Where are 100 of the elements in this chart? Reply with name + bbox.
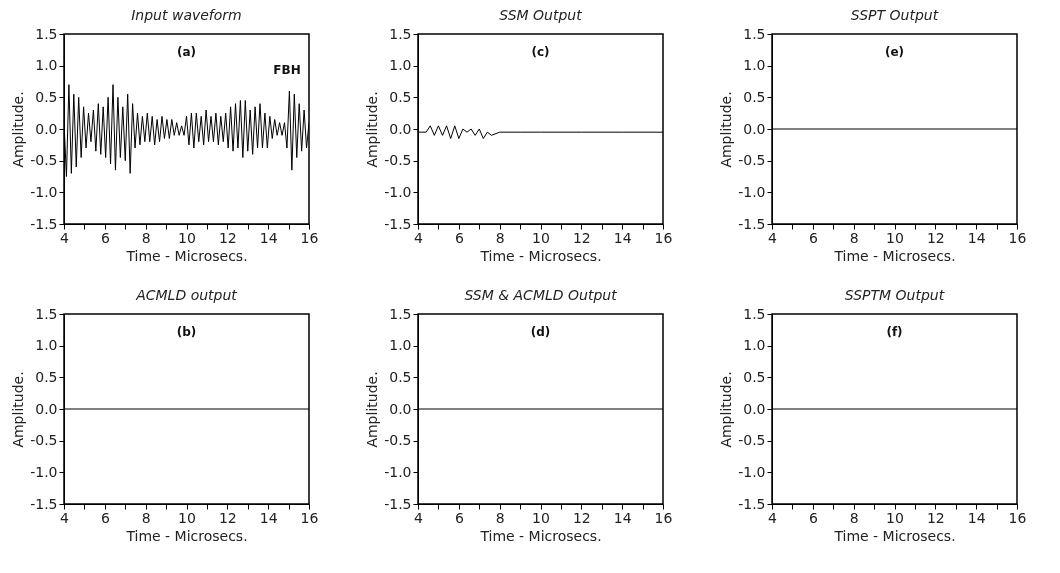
y-tick-label: -1.5 bbox=[738, 215, 766, 232]
y-tick-label: 0.5 bbox=[35, 368, 58, 385]
x-tick-label: 16 bbox=[1008, 509, 1027, 526]
x-tick-label: 10 bbox=[532, 229, 550, 246]
x-tick-label: 6 bbox=[100, 509, 110, 526]
y-tick-label: -0.5 bbox=[30, 152, 58, 169]
x-tick-label: 14 bbox=[613, 509, 632, 526]
y-tick-label: -0.5 bbox=[30, 432, 58, 449]
y-tick-label: 1.0 bbox=[35, 337, 58, 354]
x-tick-label: 6 bbox=[100, 229, 110, 246]
x-tick-label: 10 bbox=[886, 509, 904, 526]
x-tick-label: 8 bbox=[495, 229, 505, 246]
y-tick-label: 1.5 bbox=[35, 25, 58, 42]
y-tick-label: -1.5 bbox=[738, 495, 766, 512]
x-axis-title: Time - Microsecs. bbox=[833, 527, 956, 544]
x-tick-label: 16 bbox=[300, 509, 319, 526]
x-tick-label: 6 bbox=[454, 229, 464, 246]
x-tick-label: 16 bbox=[654, 229, 673, 246]
annotation: FBH bbox=[273, 63, 301, 77]
x-tick-label: 14 bbox=[967, 509, 986, 526]
y-tick-label: -1.5 bbox=[384, 215, 412, 232]
chart-title: SSPTM Output bbox=[844, 287, 945, 303]
y-tick-label: -1.5 bbox=[384, 495, 412, 512]
y-tick-label: -1.0 bbox=[30, 183, 58, 200]
y-tick-label: 1.5 bbox=[389, 305, 412, 322]
x-tick-label: 6 bbox=[454, 509, 464, 526]
y-tick-label: -0.5 bbox=[738, 432, 766, 449]
y-tick-label: -1.5 bbox=[30, 215, 58, 232]
x-tick-label: 4 bbox=[60, 509, 70, 526]
y-axis-title: Amplitude. bbox=[10, 91, 27, 168]
y-tick-label: 1.0 bbox=[35, 57, 58, 74]
y-tick-label: -1.0 bbox=[738, 463, 766, 480]
x-tick-label: 6 bbox=[808, 509, 818, 526]
x-tick-label: 10 bbox=[178, 509, 196, 526]
annotation: (b) bbox=[176, 325, 197, 339]
y-tick-label: -0.5 bbox=[384, 432, 412, 449]
y-tick-label: -1.5 bbox=[30, 495, 58, 512]
x-tick-label: 8 bbox=[495, 509, 505, 526]
chart-title: SSM & ACMLD Output bbox=[464, 287, 618, 303]
x-tick-label: 4 bbox=[768, 509, 778, 526]
y-tick-label: 1.0 bbox=[389, 57, 412, 74]
y-tick-label: -0.5 bbox=[384, 152, 412, 169]
y-tick-label: 0.5 bbox=[743, 88, 766, 105]
y-tick-label: 0.0 bbox=[389, 120, 412, 137]
x-tick-label: 14 bbox=[259, 229, 278, 246]
y-tick-label: 1.0 bbox=[743, 337, 766, 354]
y-axis-title: Amplitude. bbox=[364, 371, 381, 448]
x-axis-title: Time - Microsecs. bbox=[479, 247, 602, 264]
x-tick-label: 8 bbox=[141, 229, 151, 246]
x-tick-label: 16 bbox=[1008, 229, 1027, 246]
x-tick-label: 12 bbox=[926, 229, 945, 246]
x-tick-label: 14 bbox=[259, 509, 278, 526]
y-tick-label: 1.5 bbox=[743, 305, 766, 322]
x-tick-label: 8 bbox=[849, 229, 859, 246]
x-tick-label: 12 bbox=[926, 509, 945, 526]
chart-title: ACMLD output bbox=[135, 287, 238, 303]
x-tick-label: 4 bbox=[414, 229, 424, 246]
y-tick-label: -0.5 bbox=[738, 152, 766, 169]
y-tick-label: 0.0 bbox=[35, 400, 58, 417]
y-axis-title: Amplitude. bbox=[718, 371, 735, 448]
x-tick-label: 8 bbox=[849, 509, 859, 526]
y-tick-label: 1.5 bbox=[35, 305, 58, 322]
y-tick-label: -1.0 bbox=[30, 463, 58, 480]
x-tick-label: 14 bbox=[967, 229, 986, 246]
x-tick-label: 16 bbox=[654, 509, 673, 526]
x-tick-label: 10 bbox=[178, 229, 196, 246]
x-axis-title: Time - Microsecs. bbox=[833, 247, 956, 264]
annotation: (f) bbox=[886, 325, 903, 339]
x-tick-label: 10 bbox=[886, 229, 904, 246]
annotation: (d) bbox=[530, 325, 551, 339]
y-tick-label: -1.0 bbox=[384, 463, 412, 480]
y-axis-title: Amplitude. bbox=[718, 91, 735, 168]
y-axis-title: Amplitude. bbox=[10, 371, 27, 448]
x-tick-label: 12 bbox=[218, 509, 237, 526]
y-tick-label: 0.5 bbox=[389, 88, 412, 105]
x-axis-title: Time - Microsecs. bbox=[125, 527, 248, 544]
y-tick-label: 1.5 bbox=[389, 25, 412, 42]
x-axis-title: Time - Microsecs. bbox=[125, 247, 248, 264]
x-tick-label: 14 bbox=[613, 229, 632, 246]
y-axis-title: Amplitude. bbox=[364, 91, 381, 168]
chart-title: SSM Output bbox=[499, 7, 583, 23]
y-tick-label: 0.0 bbox=[35, 120, 58, 137]
chart-title: Input waveform bbox=[131, 7, 242, 23]
annotation: (a) bbox=[176, 45, 197, 59]
x-tick-label: 4 bbox=[60, 229, 70, 246]
y-tick-label: -1.0 bbox=[738, 183, 766, 200]
y-tick-label: 1.0 bbox=[743, 57, 766, 74]
x-tick-label: 12 bbox=[218, 229, 237, 246]
x-tick-label: 6 bbox=[808, 229, 818, 246]
y-tick-label: 1.5 bbox=[743, 25, 766, 42]
y-tick-label: 0.5 bbox=[743, 368, 766, 385]
y-tick-label: 0.0 bbox=[743, 400, 766, 417]
y-tick-label: 0.0 bbox=[743, 120, 766, 137]
y-tick-label: -1.0 bbox=[384, 183, 412, 200]
x-tick-label: 10 bbox=[532, 509, 550, 526]
x-axis-title: Time - Microsecs. bbox=[479, 527, 602, 544]
x-tick-label: 4 bbox=[414, 509, 424, 526]
annotation: (e) bbox=[884, 45, 905, 59]
chart-title: SSPT Output bbox=[850, 7, 939, 23]
x-tick-label: 8 bbox=[141, 509, 151, 526]
